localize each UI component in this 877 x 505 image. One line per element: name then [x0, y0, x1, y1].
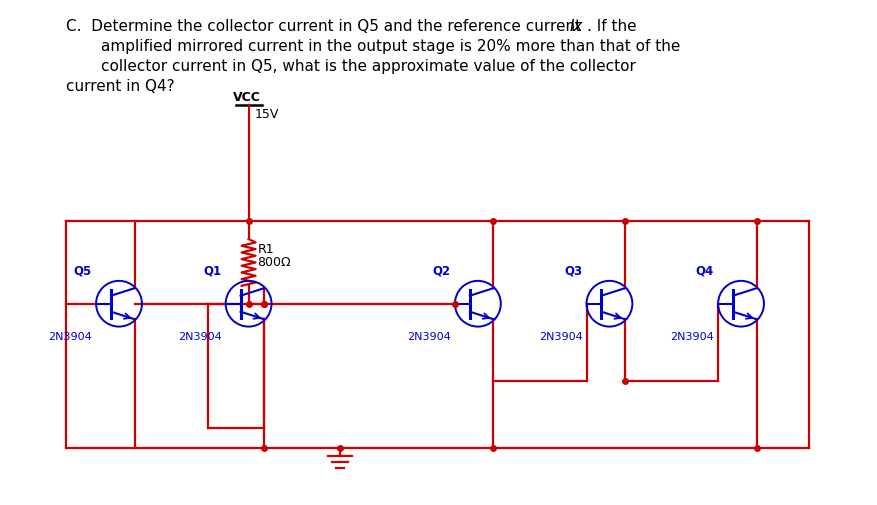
Text: 800Ω: 800Ω [258, 256, 291, 269]
Text: VCC: VCC [232, 90, 260, 104]
Text: 2N3904: 2N3904 [48, 331, 92, 341]
Text: current in Q4?: current in Q4? [66, 79, 175, 94]
Text: 15V: 15V [254, 108, 279, 121]
Text: Q5: Q5 [74, 264, 92, 277]
Text: amplified mirrored current in the output stage is 20% more than that of the: amplified mirrored current in the output… [101, 39, 681, 54]
Text: 2N3904: 2N3904 [178, 331, 222, 341]
Text: C.  Determine the collector current in Q5 and the reference current: C. Determine the collector current in Q5… [66, 19, 586, 34]
Text: R1: R1 [258, 242, 275, 256]
Text: collector current in Q5, what is the approximate value of the collector: collector current in Q5, what is the app… [101, 59, 636, 74]
Text: 2N3904: 2N3904 [670, 331, 714, 341]
Text: 2N3904: 2N3904 [538, 331, 582, 341]
Text: . If the: . If the [587, 19, 636, 34]
Text: Q2: Q2 [433, 264, 451, 277]
Text: Q3: Q3 [565, 264, 582, 277]
Text: 2N3904: 2N3904 [407, 331, 451, 341]
Text: Q1: Q1 [203, 264, 222, 277]
Text: Ix: Ix [569, 19, 583, 34]
Text: Q4: Q4 [695, 264, 714, 277]
